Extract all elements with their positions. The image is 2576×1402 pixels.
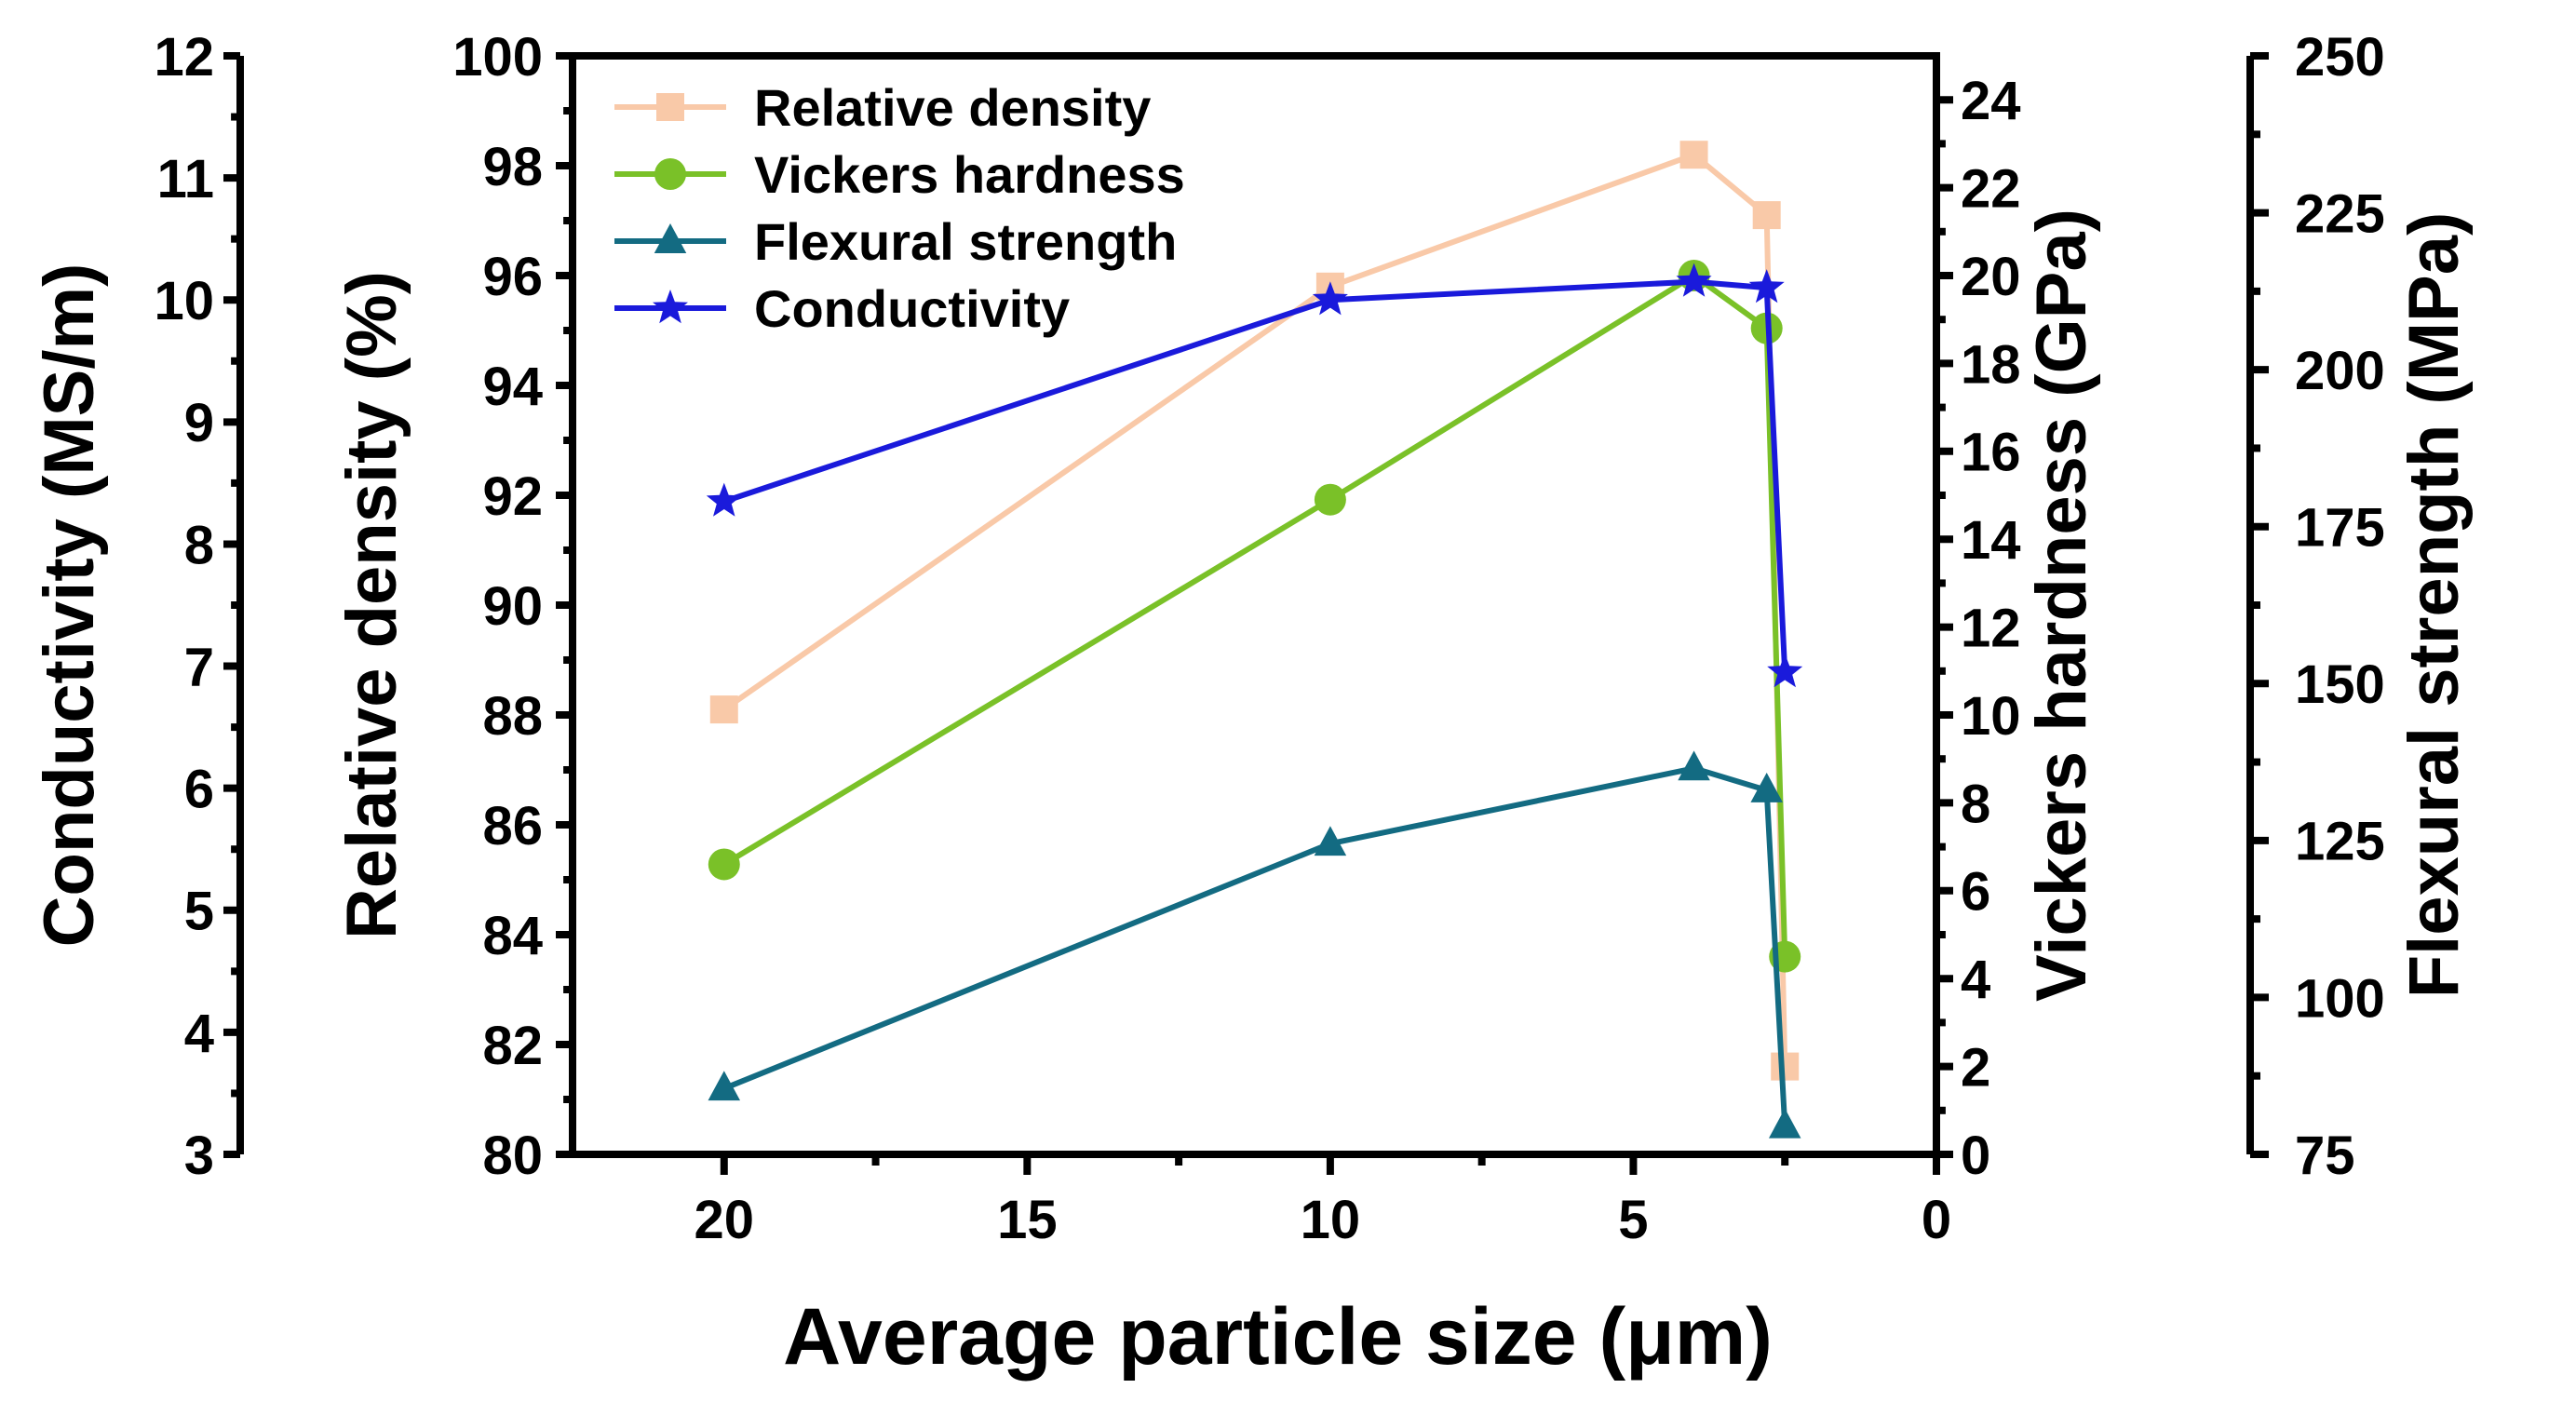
conductivity-tick-label: 9 (184, 393, 214, 453)
x-tick-label: 10 (1301, 1190, 1361, 1250)
star-marker (1676, 263, 1712, 297)
circle-marker (708, 848, 740, 881)
conductivity-tick-label: 6 (184, 760, 214, 820)
conductivity-axis-title: Conductivity (MS/m) (30, 263, 109, 948)
circle-marker (1314, 483, 1346, 516)
series-vickers-hardness (708, 260, 1801, 973)
series-group (706, 141, 1803, 1139)
density-tick-label: 90 (482, 576, 543, 637)
conductivity-tick-label: 5 (184, 882, 214, 942)
legend-item: Vickers hardness (614, 145, 1185, 204)
legend-label: Relative density (754, 78, 1151, 137)
triangle-marker (708, 1071, 741, 1101)
density-tick-label: 86 (482, 796, 543, 856)
conductivity-tick-label: 11 (157, 149, 214, 209)
conductivity-tick-label: 7 (184, 637, 214, 697)
density-tick-label: 100 (452, 27, 543, 88)
density-tick-label: 98 (482, 137, 543, 197)
legend-item: Flexural strength (614, 212, 1177, 271)
hardness-tick-label: 12 (1961, 598, 2021, 658)
legend-label: Flexural strength (754, 212, 1177, 271)
square-marker (709, 695, 738, 724)
series-line (722, 273, 1788, 957)
flexural-tick-label: 175 (2295, 498, 2385, 559)
density-tick-label: 92 (482, 466, 543, 527)
series-flexural-strength (708, 750, 1801, 1139)
hardness-axis-title: Vickers hardness (GPa) (2022, 209, 2101, 1002)
conductivity-tick-label: 3 (184, 1126, 214, 1186)
density-tick-label: 82 (482, 1016, 543, 1076)
hardness-tick-label: 22 (1961, 158, 2021, 219)
star-marker (653, 290, 688, 324)
density-tick-label: 94 (482, 357, 543, 417)
flexural-tick-label: 225 (2295, 183, 2385, 244)
hardness-tick-label: 20 (1961, 247, 2021, 307)
legend-item: Conductivity (614, 279, 1070, 338)
legend-label: Conductivity (754, 279, 1070, 338)
hardness-tick-label: 16 (1961, 423, 2021, 483)
density-tick-label: 88 (482, 686, 543, 747)
flexural-tick-label: 100 (2295, 968, 2385, 1029)
flexural-tick-label: 200 (2295, 341, 2385, 401)
legend-item: Relative density (614, 78, 1151, 137)
hardness-tick-label: 18 (1961, 334, 2021, 395)
square-marker (1679, 141, 1708, 169)
flexural-tick-label: 75 (2295, 1126, 2355, 1186)
hardness-tick-label: 8 (1961, 774, 1990, 834)
flexural-tick-label: 125 (2295, 812, 2385, 872)
flexural-tick-label: 150 (2295, 654, 2385, 715)
density-axis-title: Relative density (%) (332, 271, 411, 939)
square-marker (656, 93, 684, 121)
density-tick-label: 80 (482, 1126, 543, 1186)
x-tick-label: 0 (1922, 1190, 1951, 1250)
hardness-tick-label: 2 (1961, 1037, 1990, 1098)
triangle-marker (654, 223, 687, 253)
series-line (722, 765, 1788, 1126)
x-tick-label: 15 (997, 1190, 1058, 1250)
hardness-tick-label: 0 (1961, 1126, 1990, 1186)
density-tick-label: 96 (482, 247, 543, 307)
hardness-tick-label: 10 (1961, 686, 2021, 747)
square-marker (1752, 201, 1781, 230)
conductivity-tick-label: 10 (154, 271, 214, 331)
triangle-marker (1314, 826, 1347, 856)
x-tick-label: 5 (1618, 1190, 1648, 1250)
x-tick-label: 20 (695, 1190, 755, 1250)
flexural-tick-label: 250 (2295, 27, 2385, 88)
conductivity-tick-label: 12 (154, 27, 214, 88)
circle-marker (654, 158, 686, 190)
hardness-tick-label: 6 (1961, 862, 1990, 923)
conductivity-tick-label: 4 (184, 1004, 214, 1064)
x-axis-title: Average particle size (μm) (783, 1292, 1773, 1382)
legend: Relative density Vickers hardness Flexural… (614, 78, 1185, 338)
star-marker (1748, 269, 1785, 303)
hardness-tick-label: 14 (1961, 510, 2021, 571)
star-marker (1312, 281, 1348, 316)
conductivity-tick-label: 8 (184, 515, 214, 575)
triangle-marker (1678, 750, 1710, 781)
hardness-tick-label: 4 (1961, 950, 1990, 1010)
triangle-marker (1768, 1108, 1801, 1139)
density-tick-label: 84 (482, 906, 543, 966)
star-marker (1767, 654, 1803, 688)
star-marker (706, 482, 742, 517)
flexural-axis-title: Flexural strength (MPa) (2394, 212, 2474, 999)
hardness-tick-label: 24 (1961, 71, 2021, 131)
series-conductivity (706, 263, 1803, 688)
triangle-marker (1750, 772, 1783, 802)
legend-label: Vickers hardness (754, 145, 1185, 204)
